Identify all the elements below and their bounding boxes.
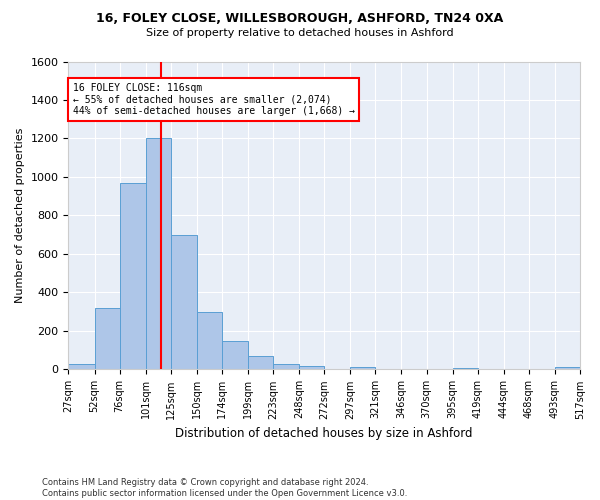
Bar — [197, 312, 222, 370]
Text: 16, FOLEY CLOSE, WILLESBOROUGH, ASHFORD, TN24 0XA: 16, FOLEY CLOSE, WILLESBOROUGH, ASHFORD,… — [97, 12, 503, 26]
Bar — [171, 234, 197, 370]
Y-axis label: Number of detached properties: Number of detached properties — [15, 128, 25, 303]
Bar — [68, 364, 95, 370]
Bar — [119, 183, 146, 370]
Bar — [273, 364, 299, 370]
Bar — [222, 340, 248, 370]
X-axis label: Distribution of detached houses by size in Ashford: Distribution of detached houses by size … — [175, 427, 473, 440]
Text: Contains HM Land Registry data © Crown copyright and database right 2024.
Contai: Contains HM Land Registry data © Crown c… — [42, 478, 407, 498]
Bar — [146, 138, 171, 370]
Bar — [555, 366, 580, 370]
Text: Size of property relative to detached houses in Ashford: Size of property relative to detached ho… — [146, 28, 454, 38]
Bar — [95, 308, 119, 370]
Bar — [452, 368, 478, 370]
Bar — [350, 366, 376, 370]
Bar — [299, 366, 324, 370]
Text: 16 FOLEY CLOSE: 116sqm
← 55% of detached houses are smaller (2,074)
44% of semi-: 16 FOLEY CLOSE: 116sqm ← 55% of detached… — [73, 82, 355, 116]
Bar — [248, 356, 273, 370]
